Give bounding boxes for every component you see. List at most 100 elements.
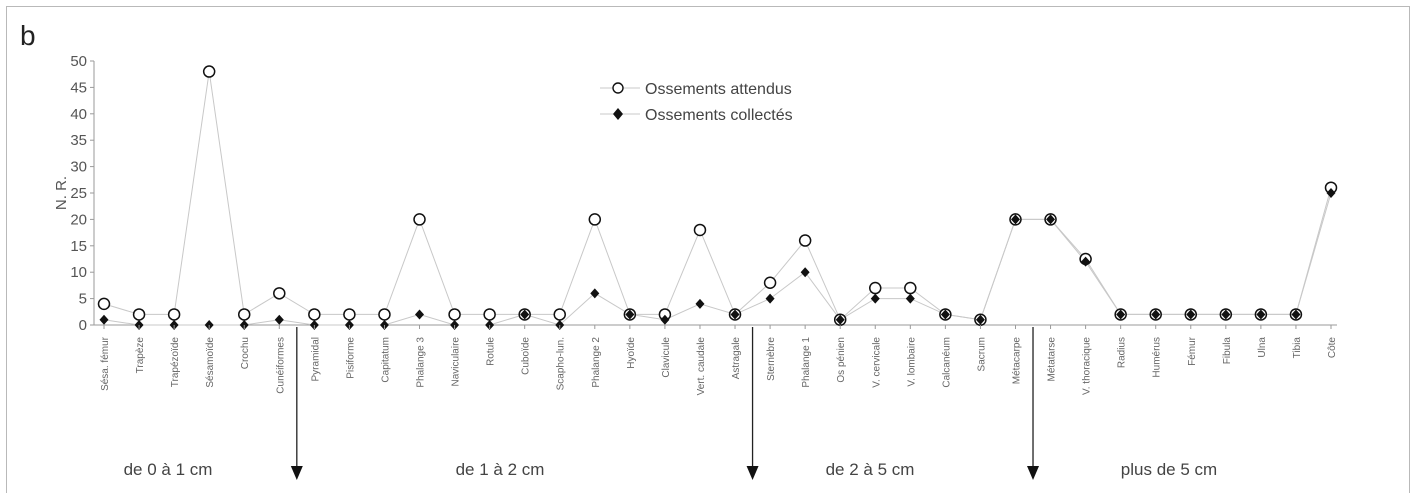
point-attendus bbox=[378, 308, 391, 321]
y-tick-label: 20 bbox=[70, 211, 87, 228]
separator-arrowhead-2 bbox=[1027, 466, 1040, 480]
point-collectes bbox=[835, 314, 845, 325]
size-class-label-0: de 0 à 1 cm bbox=[124, 460, 213, 479]
x-tick-label: Cuboïde bbox=[521, 337, 532, 375]
point-attendus bbox=[798, 234, 812, 247]
point-collectes bbox=[520, 309, 530, 320]
y-tick-label: 50 bbox=[70, 53, 87, 70]
y-tick-label: 10 bbox=[70, 264, 87, 281]
point-attendus bbox=[588, 213, 602, 226]
point-collectes bbox=[1151, 309, 1161, 320]
x-tick-label: Naviculaire bbox=[451, 337, 462, 387]
x-tick-label: Métacarpe bbox=[1011, 337, 1022, 385]
y-tick-label: 5 bbox=[79, 291, 87, 308]
x-tick-label: Fémur bbox=[1187, 336, 1198, 366]
point-attendus bbox=[308, 308, 321, 321]
legend-label-collectes: Ossements collectés bbox=[645, 107, 793, 124]
point-attendus bbox=[167, 308, 181, 321]
separator-arrowhead-1 bbox=[746, 466, 759, 480]
point-collectes bbox=[1116, 309, 1126, 320]
point-attendus bbox=[413, 213, 426, 226]
y-tick-label: 35 bbox=[70, 132, 87, 149]
point-collectes bbox=[800, 267, 810, 278]
x-tick-label: Calcanéum bbox=[941, 337, 952, 388]
size-class-label-3: plus de 5 cm bbox=[1121, 460, 1217, 479]
y-tick-label: 15 bbox=[70, 238, 87, 255]
point-attendus bbox=[763, 276, 777, 290]
point-attendus bbox=[904, 281, 917, 295]
x-tick-label: Pyramidal bbox=[310, 337, 321, 381]
legend-label-attendus: Ossements attendus bbox=[645, 81, 792, 98]
point-attendus bbox=[553, 308, 566, 321]
point-collectes bbox=[730, 309, 740, 320]
x-tick-label: Cunéiformes bbox=[275, 337, 286, 394]
x-tick-label: Pisiforme bbox=[345, 337, 356, 379]
x-tick-label: V. lombaire bbox=[906, 337, 917, 387]
point-collectes bbox=[660, 314, 670, 325]
figure-frame bbox=[6, 6, 1410, 493]
point-collectes bbox=[870, 293, 880, 304]
point-collectes bbox=[1221, 309, 1231, 320]
legend-marker-attendus bbox=[612, 82, 624, 94]
point-collectes bbox=[940, 309, 950, 320]
x-tick-label: Vert. caudale bbox=[696, 337, 707, 396]
point-collectes bbox=[695, 298, 705, 309]
point-attendus bbox=[202, 65, 216, 78]
y-tick-label: 30 bbox=[70, 159, 87, 176]
x-tick-label: Astragale bbox=[731, 337, 742, 380]
point-collectes bbox=[590, 288, 600, 299]
x-tick-label: V. thoracique bbox=[1082, 337, 1093, 395]
series-markers bbox=[97, 65, 1338, 330]
x-tick-labels: Sésa. fémur Trapèze Trapézoïde Sésamoïde Cro… bbox=[100, 325, 1338, 395]
size-class-separators bbox=[290, 327, 1040, 480]
point-collectes bbox=[765, 293, 775, 304]
x-tick-label: Capitatum bbox=[380, 337, 391, 383]
x-tick-label: Scapho-lun. bbox=[556, 337, 567, 390]
point-collectes bbox=[975, 314, 985, 325]
point-collectes bbox=[1291, 309, 1301, 320]
x-tick-label: Phalange 1 bbox=[801, 337, 812, 388]
x-tick-label: Rotule bbox=[486, 337, 497, 366]
x-tick-label: Phalange 2 bbox=[591, 337, 602, 388]
separator-arrowhead-0 bbox=[290, 466, 303, 480]
point-collectes bbox=[1081, 256, 1091, 267]
point-collectes bbox=[1326, 188, 1336, 198]
point-attendus bbox=[237, 308, 251, 321]
point-collectes bbox=[1010, 214, 1020, 225]
size-class-label-1: de 1 à 2 cm bbox=[456, 460, 545, 479]
point-attendus bbox=[483, 308, 496, 321]
y-axis-label: N. R. bbox=[53, 176, 70, 210]
axes: 0 5 10 15 20 25 30 35 40 45 50 bbox=[70, 53, 1337, 334]
point-collectes bbox=[99, 314, 109, 325]
y-tick-label: 0 bbox=[79, 317, 87, 334]
point-attendus bbox=[869, 281, 882, 295]
point-collectes bbox=[1046, 214, 1056, 225]
x-tick-label: Métatarse bbox=[1047, 337, 1058, 382]
x-tick-label: Hyoïde bbox=[626, 337, 637, 369]
point-collectes bbox=[625, 309, 635, 320]
point-collectes bbox=[905, 293, 915, 304]
point-attendus bbox=[273, 287, 286, 300]
x-tick-label: Sésa. fémur bbox=[100, 336, 111, 391]
point-attendus bbox=[448, 308, 461, 321]
size-class-label-2: de 2 à 5 cm bbox=[826, 460, 915, 479]
y-tick-label: 40 bbox=[70, 106, 87, 123]
x-tick-label: Sacrum bbox=[976, 337, 987, 371]
x-tick-label: Os pénien bbox=[836, 337, 847, 383]
x-tick-label: Sternèbre bbox=[766, 337, 777, 381]
panel-label: b bbox=[20, 20, 36, 51]
x-tick-label: Ulna bbox=[1257, 337, 1268, 358]
x-tick-label: Trapèze bbox=[135, 337, 146, 374]
point-collectes bbox=[1186, 309, 1196, 320]
point-collectes bbox=[415, 309, 425, 320]
y-tick-label: 45 bbox=[70, 79, 87, 96]
legend-marker-collectes bbox=[613, 108, 623, 120]
x-tick-label: Crochu bbox=[240, 337, 251, 369]
point-collectes bbox=[274, 314, 284, 325]
x-tick-label: V. cervicale bbox=[871, 337, 882, 388]
y-tick-label: 25 bbox=[70, 185, 87, 202]
point-collectes bbox=[1256, 309, 1266, 320]
series-line-1 bbox=[103, 192, 1332, 326]
x-tick-label: Tibia bbox=[1292, 337, 1303, 359]
